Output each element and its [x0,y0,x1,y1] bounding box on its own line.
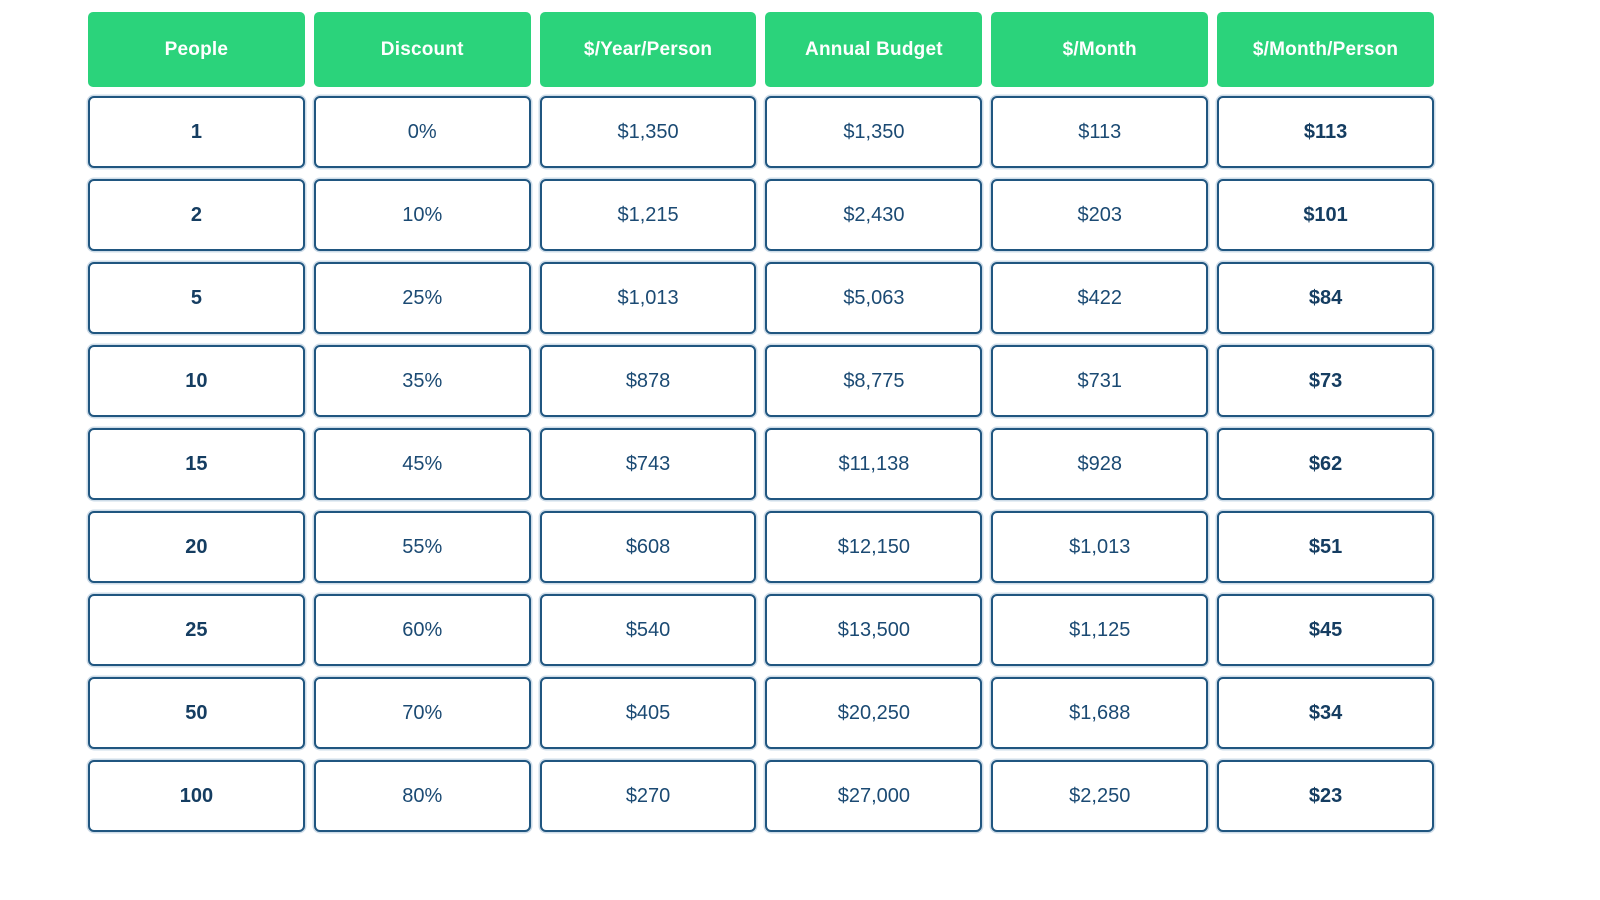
table-cell: $45 [1217,594,1434,666]
table-cell: 70% [313,677,531,749]
table-cell: $62 [1217,428,1434,500]
pricing-table-header: People Discount $/Year/Person Annual Bud… [88,12,1434,87]
table-cell: $1,350 [539,96,757,168]
table-cell: $113 [991,96,1209,168]
table-cell: $23 [1217,760,1434,832]
table-cell: $1,215 [539,179,757,251]
table-cell: 60% [313,594,531,666]
table-cell: $1,688 [991,677,1209,749]
table-cell: $203 [991,179,1209,251]
table-cell: $113 [1217,96,1434,168]
table-cell: $12,150 [765,511,983,583]
table-cell: $101 [1217,179,1434,251]
table-cell: $27,000 [765,760,983,832]
pricing-table: People Discount $/Year/Person Annual Bud… [88,12,1434,832]
table-cell: $8,775 [765,345,983,417]
table-cell: 20 [88,511,305,583]
column-header-people: People [88,12,305,87]
table-cell: $928 [991,428,1209,500]
table-cell: $11,138 [765,428,983,500]
column-header-year-per-person: $/Year/Person [539,12,757,87]
table-cell: 10% [313,179,531,251]
table-cell: $878 [539,345,757,417]
table-cell: $20,250 [765,677,983,749]
table-cell: $743 [539,428,757,500]
table-cell: 2 [88,179,305,251]
table-cell: $84 [1217,262,1434,334]
table-cell: 25% [313,262,531,334]
table-cell: 10 [88,345,305,417]
table-cell: $34 [1217,677,1434,749]
table-cell: $1,013 [539,262,757,334]
table-cell: $73 [1217,345,1434,417]
table-cell: 15 [88,428,305,500]
column-header-month-per-person: $/Month/Person [1217,12,1434,87]
table-cell: $608 [539,511,757,583]
table-cell: 25 [88,594,305,666]
table-cell: $731 [991,345,1209,417]
column-header-annual-budget: Annual Budget [765,12,983,87]
table-cell: $51 [1217,511,1434,583]
column-header-month: $/Month [991,12,1209,87]
table-cell: 45% [313,428,531,500]
table-cell: 5 [88,262,305,334]
table-cell: 50 [88,677,305,749]
table-cell: $1,350 [765,96,983,168]
table-cell: 100 [88,760,305,832]
table-cell: $5,063 [765,262,983,334]
table-cell: $540 [539,594,757,666]
table-cell: 55% [313,511,531,583]
table-cell: $2,430 [765,179,983,251]
table-cell: 35% [313,345,531,417]
table-cell: 0% [313,96,531,168]
table-cell: $13,500 [765,594,983,666]
table-cell: $270 [539,760,757,832]
pricing-table-body: 1 0% $1,350 $1,350 $113 $113 2 10% $1,215 $2,430 $… [88,96,1434,832]
table-cell: $2,250 [991,760,1209,832]
table-cell: $1,125 [991,594,1209,666]
table-cell: $1,013 [991,511,1209,583]
table-cell: $422 [991,262,1209,334]
column-header-discount: Discount [313,12,531,87]
table-cell: 1 [88,96,305,168]
table-cell: 80% [313,760,531,832]
table-cell: $405 [539,677,757,749]
